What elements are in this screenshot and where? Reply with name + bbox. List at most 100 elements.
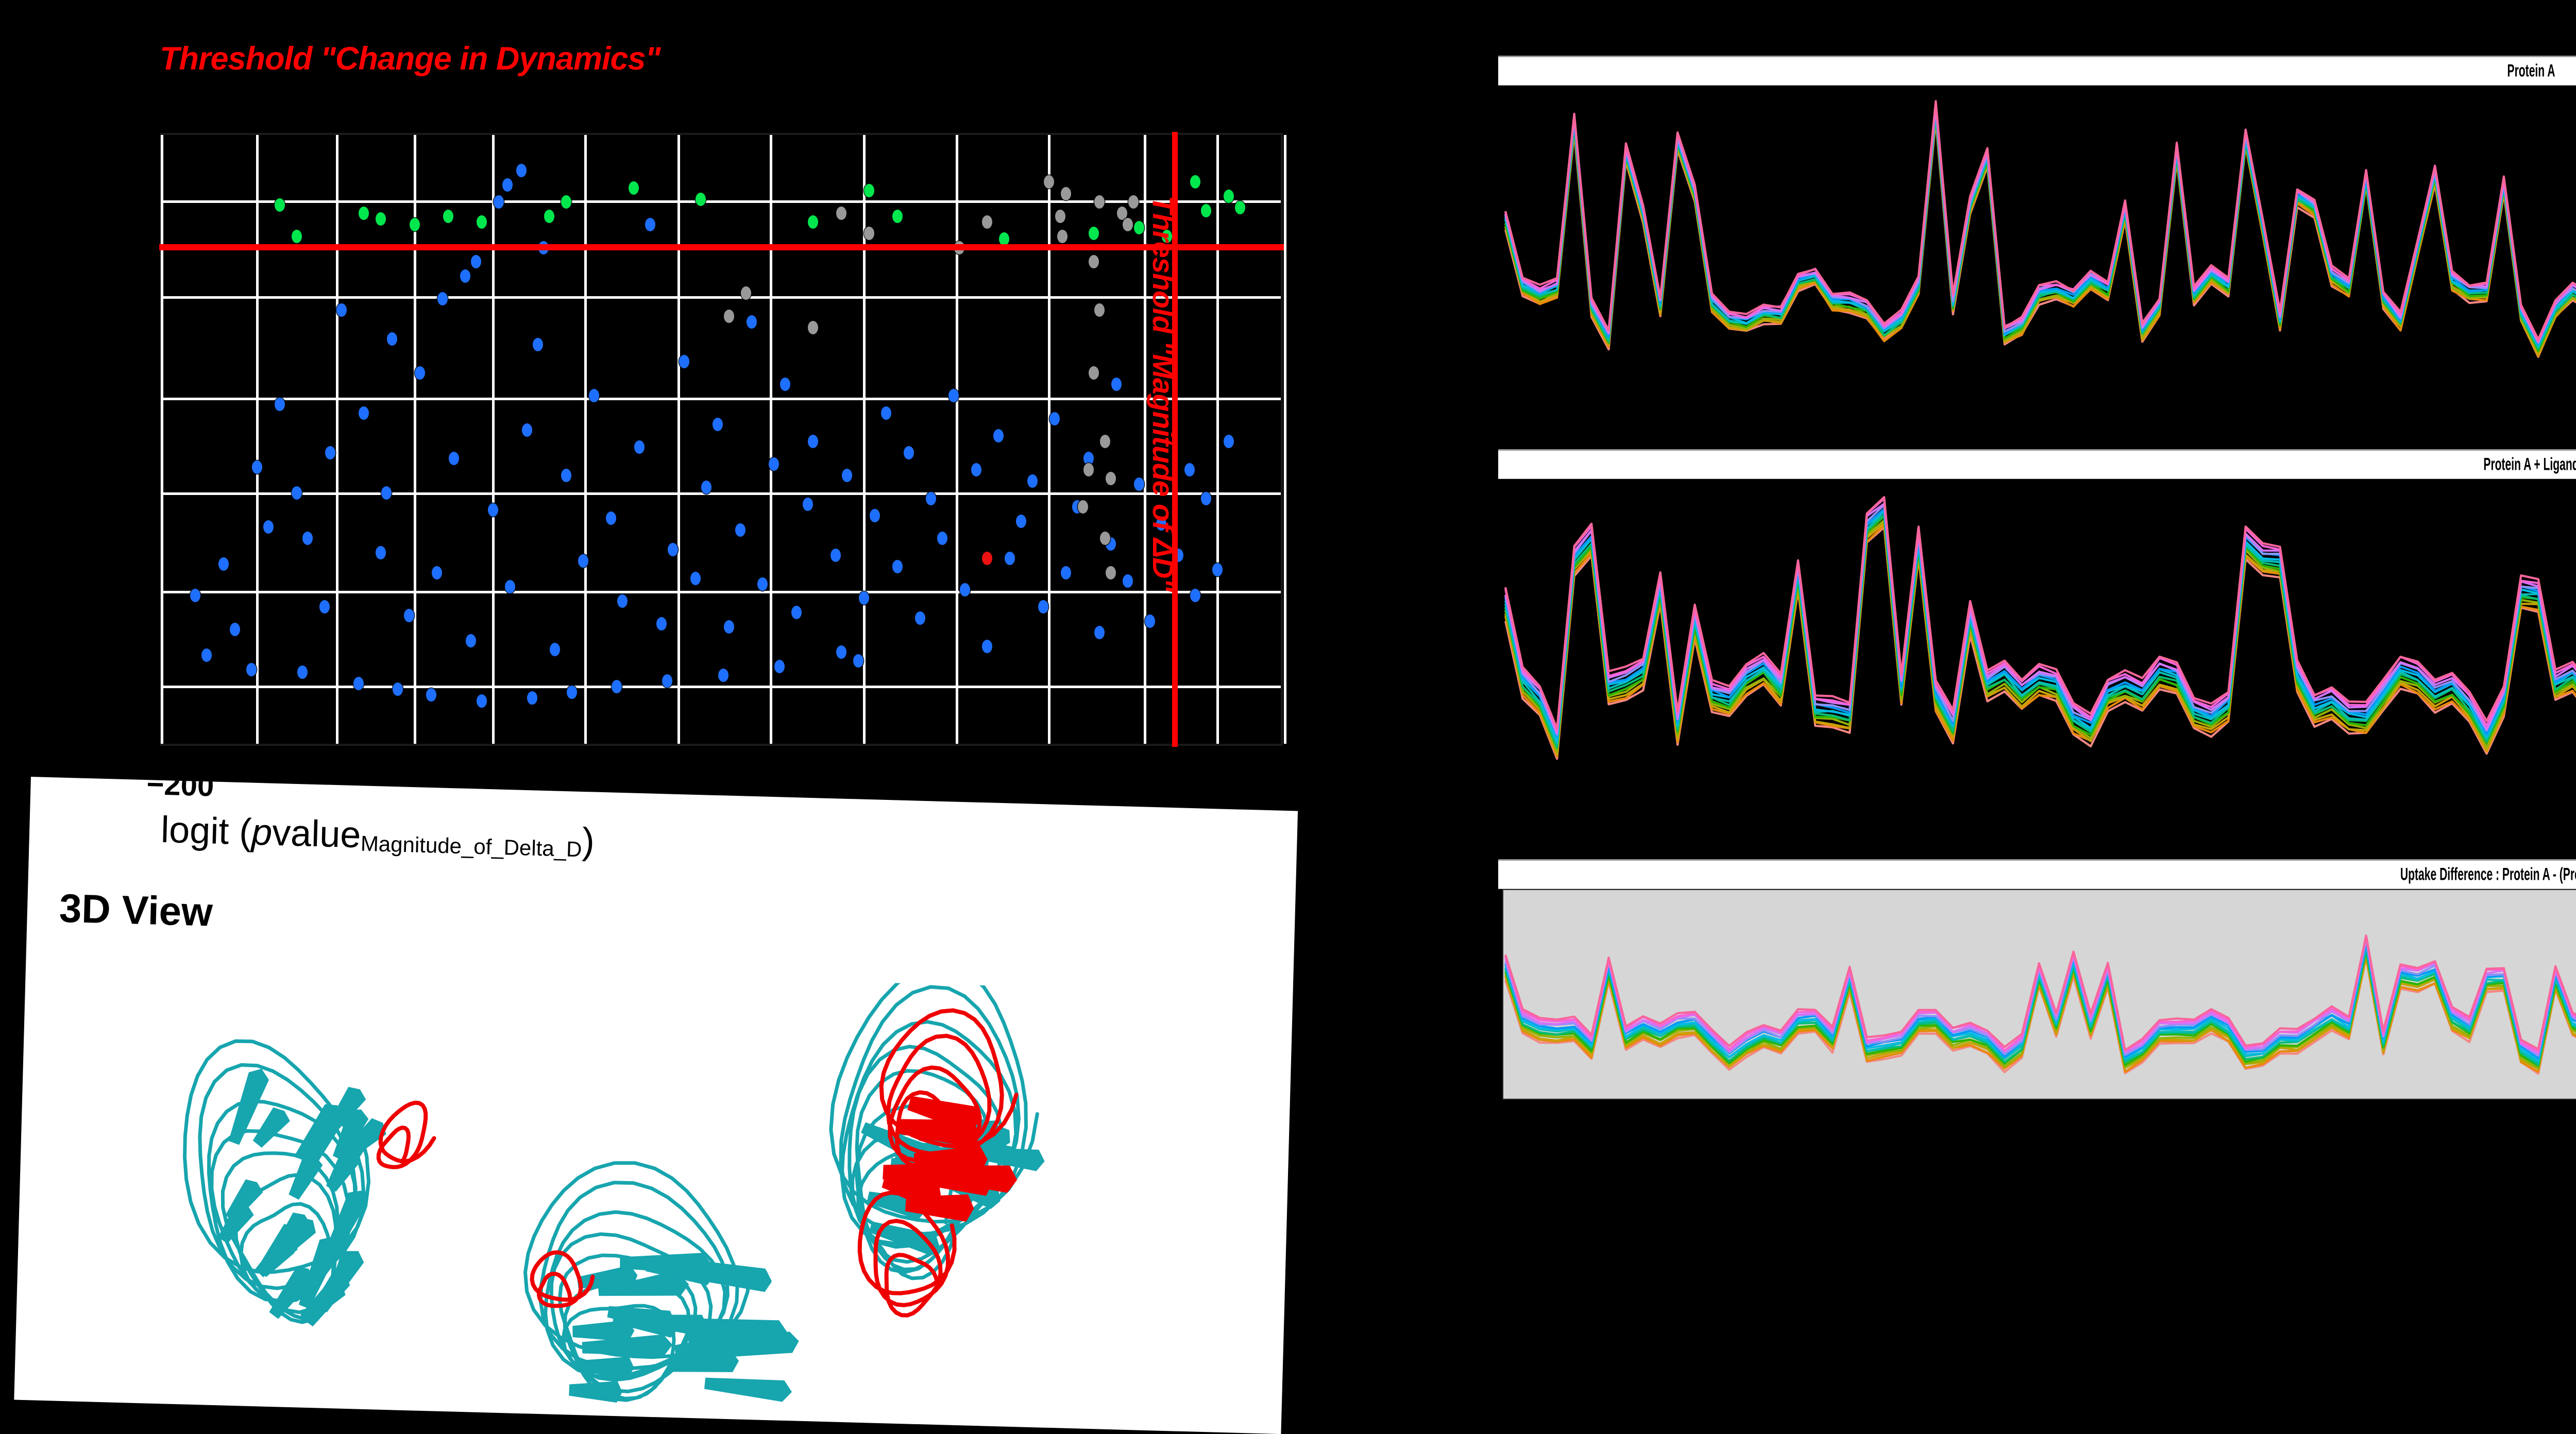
volcano-data-point[interactable] [1212,563,1223,576]
panel-protein-a-ligand[interactable]: Protein A + Ligand [1498,449,2576,789]
volcano-data-point[interactable] [246,662,257,676]
volcano-data-point[interactable] [1184,463,1195,477]
volcano-data-point[interactable] [1100,532,1111,545]
volcano-data-point[interactable] [746,315,757,329]
volcano-data-point[interactable] [477,694,487,708]
three-d-view-panel[interactable]: −200 logit (pvalueMagnitude_of_Delta_D) … [14,777,1298,1434]
volcano-data-point[interactable] [488,503,499,517]
uptake-trace-line[interactable] [1504,107,2576,345]
volcano-data-point[interactable] [892,209,903,223]
volcano-data-point[interactable] [841,469,852,483]
volcano-data-point[interactable] [982,551,993,565]
volcano-data-point[interactable] [274,198,285,212]
volcano-data-point[interactable] [1083,452,1094,466]
volcano-data-point[interactable] [527,691,538,705]
volcano-data-point[interactable] [791,606,802,619]
volcano-data-point[interactable] [1049,412,1060,425]
protein-structure-ribbon[interactable] [107,962,1175,1423]
volcano-data-point[interactable] [1077,500,1088,514]
uptake-trace-line[interactable] [1504,504,2576,736]
uptake-trace-line[interactable] [1504,522,2576,779]
volcano-data-point[interactable] [381,486,392,500]
volcano-data-point[interactable] [392,682,403,696]
volcano-data-point[interactable] [1145,614,1156,628]
volcano-data-point[interactable] [297,665,308,679]
volcano-data-point[interactable] [1094,303,1105,317]
uptake-trace-line[interactable] [1504,483,2576,730]
uptake-trace-line[interactable] [1504,117,2576,356]
volcano-data-point[interactable] [667,543,678,557]
volcano-data-point[interactable] [1116,207,1127,220]
uptake-trace-line[interactable] [1504,107,2576,347]
volcano-data-point[interactable] [774,660,785,674]
volcano-data-point[interactable] [645,218,656,232]
volcano-data-point[interactable] [1015,514,1026,528]
volcano-data-point[interactable] [1100,435,1111,448]
volcano-data-point[interactable] [415,366,426,380]
volcano-data-point[interactable] [836,207,846,220]
volcano-data-point[interactable] [735,523,745,537]
volcano-data-point[interactable] [561,469,571,483]
volcano-data-point[interactable] [1162,229,1173,243]
volcano-data-point[interactable] [769,457,779,471]
volcano-data-point[interactable] [1038,600,1049,613]
volcano-data-point[interactable] [723,309,734,323]
volcano-data-point[interactable] [864,184,875,198]
volcano-data-point[interactable] [914,611,925,625]
volcano-data-point[interactable] [634,440,645,454]
volcano-data-point[interactable] [1027,474,1038,488]
uptake-trace-line[interactable] [1504,515,2576,777]
uptake-trace-line[interactable] [1504,526,2576,779]
uptake-trace-line[interactable] [1504,113,2576,350]
volcano-data-point[interactable] [291,486,302,500]
volcano-data-point[interactable] [218,557,229,571]
volcano-data-point[interactable] [802,497,813,511]
volcano-data-point[interactable] [864,227,875,241]
uptake-difference-trace-chart[interactable] [1498,889,2576,1100]
volcano-data-point[interactable] [432,566,443,579]
volcano-data-point[interactable] [836,645,846,659]
volcano-data-point[interactable] [359,207,369,220]
volcano-data-point[interactable] [190,588,201,602]
volcano-data-point[interactable] [723,620,734,634]
volcano-data-point[interactable] [1224,435,1234,448]
panel-uptake-difference[interactable]: Uptake Difference : Protein A - (Protein… [1498,859,2576,1106]
volcano-data-point[interactable] [494,195,504,209]
volcano-data-point[interactable] [858,591,869,605]
volcano-data-point[interactable] [403,608,414,622]
uptake-trace-line[interactable] [1504,514,2576,762]
volcano-data-point[interactable] [870,508,880,522]
volcano-data-point[interactable] [201,648,212,662]
volcano-data-point[interactable] [757,577,768,591]
uptake-trace-line[interactable] [1504,519,2576,779]
volcano-data-point[interactable] [740,286,751,300]
uptake-trace-line[interactable] [1504,508,2576,738]
volcano-data-point[interactable] [1089,366,1099,380]
volcano-data-point[interactable] [1128,195,1139,209]
volcano-data-point[interactable] [521,423,532,437]
panel-protein-a[interactable]: Protein A [1498,56,2576,396]
uptake-trace-line[interactable] [1504,100,2576,340]
volcano-data-point[interactable] [853,654,863,668]
volcano-data-point[interactable] [1055,209,1065,223]
uptake-trace-line[interactable] [1504,509,2576,742]
uptake-trace-line[interactable] [1504,945,2576,1065]
volcano-data-point[interactable] [274,398,285,412]
volcano-data-point[interactable] [1224,190,1234,203]
volcano-data-point[interactable] [1060,566,1071,579]
volcano-data-point[interactable] [263,520,274,534]
volcano-data-point[interactable] [656,617,667,631]
volcano-data-point[interactable] [1201,203,1212,217]
volcano-data-point[interactable] [1111,378,1122,391]
volcano-data-point[interactable] [376,545,386,559]
volcano-data-point[interactable] [1004,551,1015,565]
volcano-data-point[interactable] [1089,227,1099,241]
volcano-data-point[interactable] [376,212,386,226]
volcano-data-point[interactable] [1106,471,1116,485]
volcano-data-point[interactable] [516,164,527,178]
volcano-data-point[interactable] [892,560,903,574]
uptake-trace-line[interactable] [1504,106,2576,342]
volcano-data-point[interactable] [409,218,420,232]
volcano-data-point[interactable] [426,688,437,702]
volcano-plot-canvas[interactable] [159,132,1286,747]
